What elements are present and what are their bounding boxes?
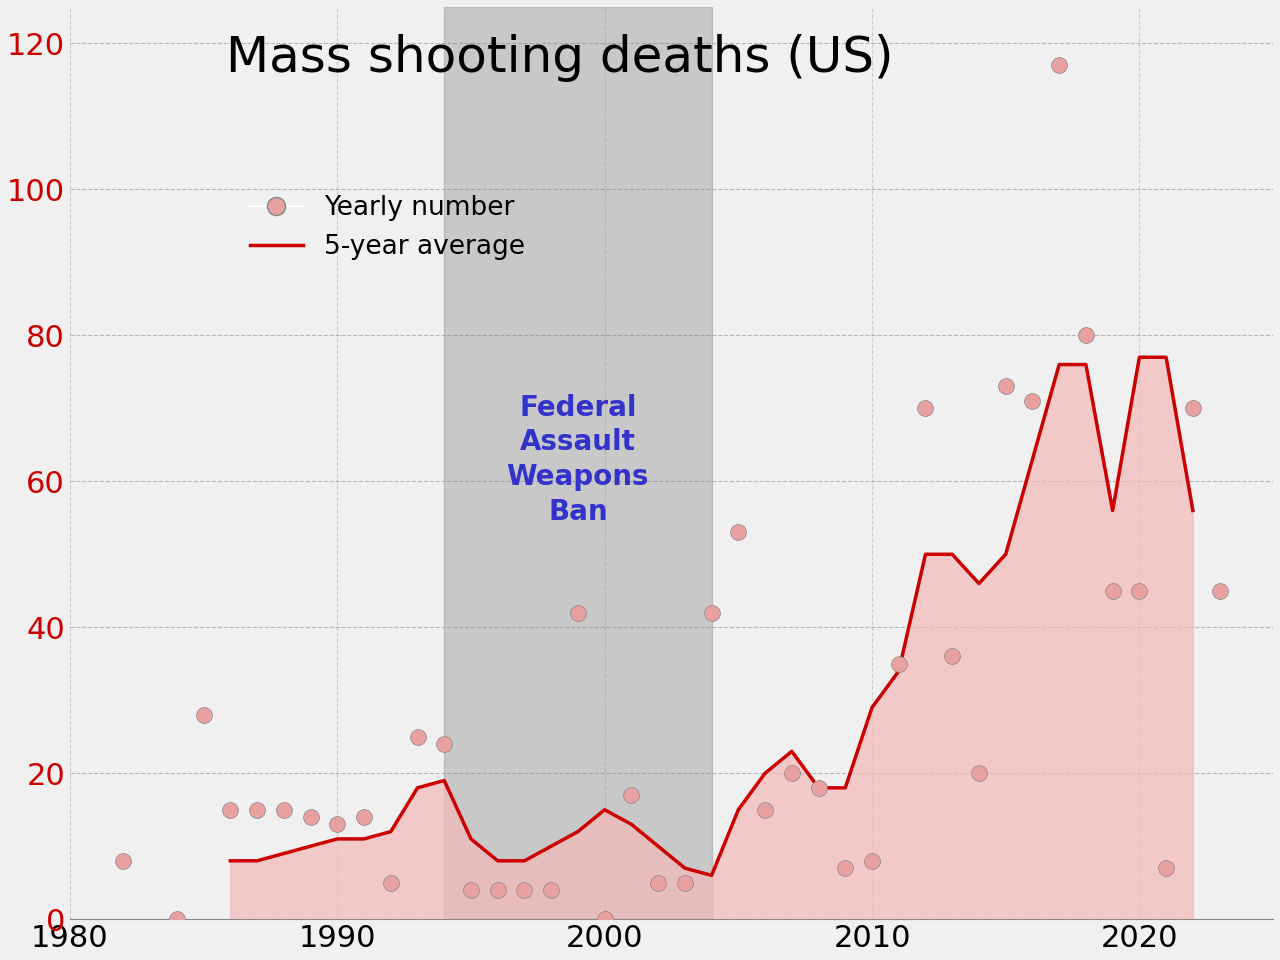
5-year average	[1185, 505, 1201, 516]
5-year average	[891, 665, 906, 677]
Yearly number	[861, 853, 882, 869]
5-year average	[1078, 359, 1093, 371]
Yearly number	[166, 911, 187, 926]
5-year average	[623, 819, 639, 830]
5-year average	[677, 862, 692, 874]
Yearly number	[1210, 583, 1230, 598]
Yearly number	[969, 765, 989, 780]
Yearly number	[434, 736, 454, 752]
5-year average	[837, 782, 852, 794]
Yearly number	[1183, 400, 1203, 416]
5-year average	[998, 548, 1014, 560]
5-year average	[330, 833, 346, 845]
Yearly number	[1129, 583, 1149, 598]
5-year average	[945, 548, 960, 560]
5-year average	[1051, 359, 1066, 371]
Yearly number	[996, 379, 1016, 395]
5-year average	[810, 782, 826, 794]
Yearly number	[1023, 394, 1043, 409]
Yearly number	[380, 875, 401, 890]
Yearly number	[621, 787, 641, 803]
5-year average	[436, 775, 452, 786]
5-year average	[704, 870, 719, 881]
5-year average	[410, 782, 425, 794]
5-year average	[1105, 505, 1120, 516]
Yearly number	[594, 911, 614, 926]
Yearly number	[755, 802, 776, 817]
5-year average	[1158, 351, 1174, 363]
Yearly number	[328, 817, 348, 832]
5-year average	[758, 767, 773, 779]
Yearly number	[247, 802, 268, 817]
Yearly number	[274, 802, 294, 817]
Yearly number	[461, 882, 481, 898]
Yearly number	[808, 780, 828, 796]
Text: Mass shooting deaths (US): Mass shooting deaths (US)	[227, 35, 893, 83]
5-year average	[250, 855, 265, 867]
Legend: Yearly number, 5-year average: Yearly number, 5-year average	[239, 184, 535, 271]
Yearly number	[1048, 58, 1069, 73]
Yearly number	[567, 605, 588, 620]
Line: 5-year average: 5-year average	[230, 357, 1193, 876]
Yearly number	[728, 525, 749, 540]
5-year average	[490, 855, 506, 867]
5-year average	[570, 826, 585, 837]
Yearly number	[353, 809, 374, 825]
Yearly number	[648, 875, 668, 890]
Yearly number	[407, 729, 428, 744]
5-year average	[972, 578, 987, 589]
Yearly number	[220, 802, 241, 817]
5-year average	[1025, 454, 1041, 466]
5-year average	[463, 833, 479, 845]
Yearly number	[541, 882, 562, 898]
Yearly number	[835, 860, 855, 876]
Yearly number	[1102, 583, 1123, 598]
5-year average	[596, 804, 612, 815]
5-year average	[785, 746, 800, 757]
Yearly number	[675, 875, 695, 890]
Yearly number	[942, 649, 963, 664]
5-year average	[731, 804, 746, 815]
5-year average	[544, 840, 559, 852]
5-year average	[303, 840, 319, 852]
5-year average	[517, 855, 532, 867]
Yearly number	[701, 605, 722, 620]
5-year average	[223, 855, 238, 867]
5-year average	[864, 702, 879, 713]
Yearly number	[113, 853, 133, 869]
5-year average	[356, 833, 371, 845]
Yearly number	[782, 765, 803, 780]
5-year average	[1132, 351, 1147, 363]
5-year average	[918, 548, 933, 560]
5-year average	[650, 840, 666, 852]
5-year average	[276, 848, 292, 859]
Yearly number	[488, 882, 508, 898]
Yearly number	[888, 656, 909, 671]
Bar	[444, 7, 712, 919]
Yearly number	[301, 809, 321, 825]
Yearly number	[193, 708, 214, 723]
Yearly number	[1156, 860, 1176, 876]
Yearly number	[915, 400, 936, 416]
Yearly number	[1075, 327, 1096, 343]
Yearly number	[515, 882, 535, 898]
5-year average	[383, 826, 398, 837]
Text: Federal
Assault
Weapons
Ban: Federal Assault Weapons Ban	[507, 394, 649, 525]
